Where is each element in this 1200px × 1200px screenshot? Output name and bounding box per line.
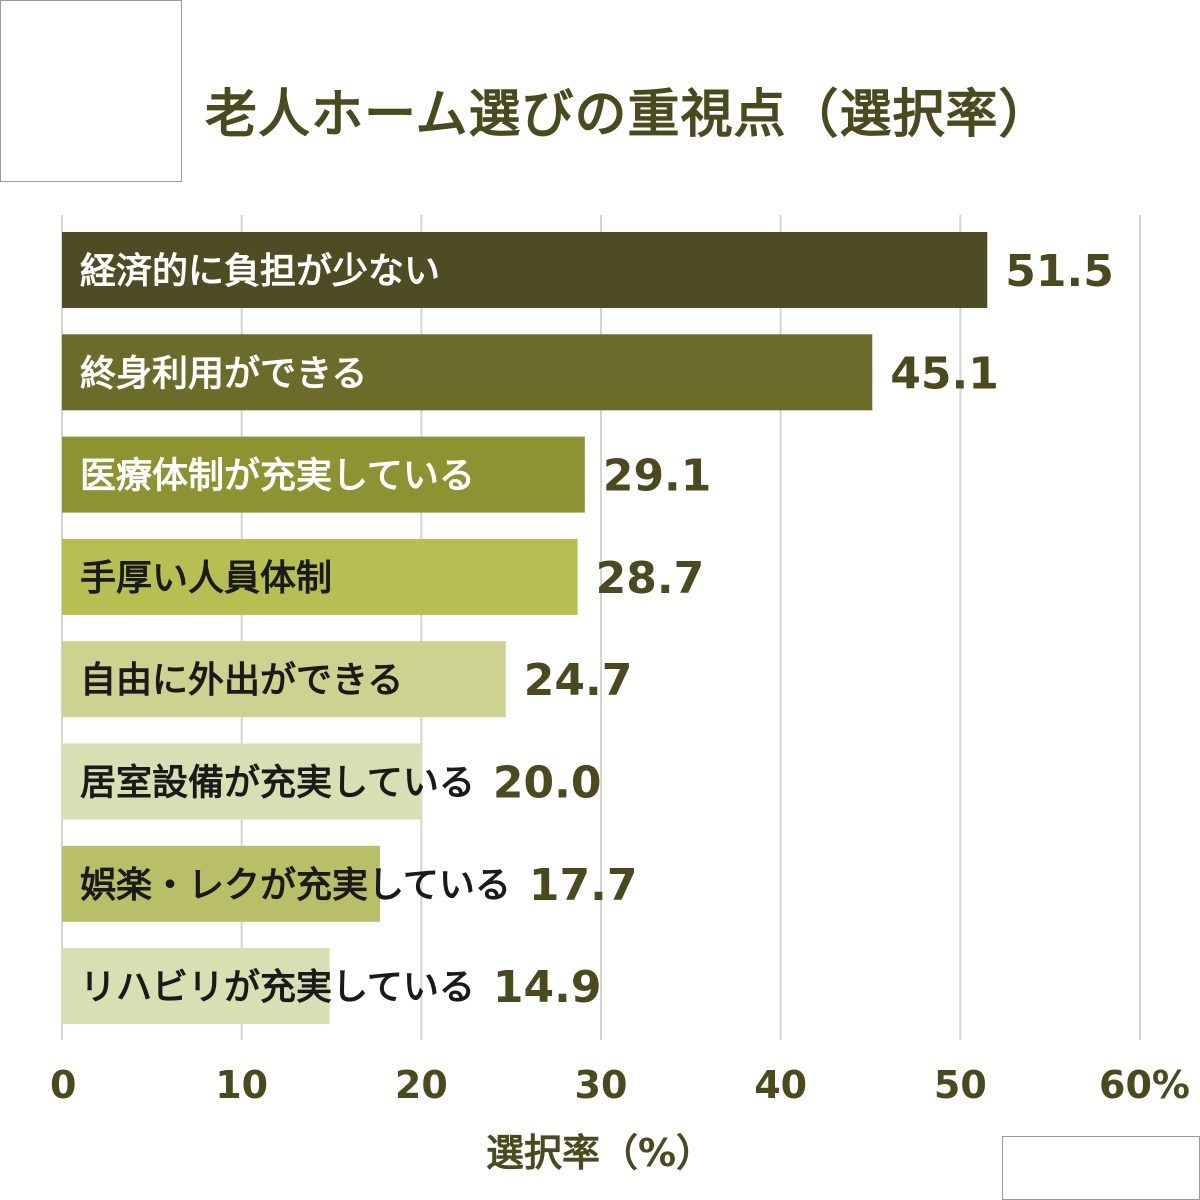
value-label: 45.1 <box>890 348 999 399</box>
x-tick-label: 0 <box>50 1063 76 1107</box>
x-tick-label: 10 <box>215 1063 268 1107</box>
bar <box>62 641 506 718</box>
category-label: 医療体制が充実している <box>80 456 475 497</box>
category-label: リハビリが充実している <box>80 967 475 1008</box>
logo-placeholder <box>0 0 182 182</box>
category-label: 居室設備が充実している <box>80 763 475 804</box>
bar <box>62 538 578 615</box>
value-label: 20.0 <box>493 758 602 809</box>
corner-placeholder <box>1002 1136 1200 1200</box>
value-label: 17.7 <box>529 860 638 911</box>
x-tick-label: 40 <box>754 1063 807 1107</box>
bar <box>62 436 585 513</box>
category-label: 経済的に負担が少ない <box>80 251 440 292</box>
bar <box>62 743 422 820</box>
bar <box>62 232 988 308</box>
value-label: 14.9 <box>493 962 602 1013</box>
bar <box>62 334 873 411</box>
chart-title: 老人ホーム選びの重視点（選択率） <box>205 85 1052 145</box>
category-label: 自由に外出ができる <box>80 660 403 701</box>
value-label: 51.5 <box>1005 246 1114 297</box>
value-label: 28.7 <box>596 553 705 604</box>
x-tick-label: 60% <box>1099 1063 1190 1107</box>
x-axis-label: 選択率（%） <box>485 1131 715 1175</box>
value-label: 24.7 <box>524 655 633 706</box>
x-tick-label: 30 <box>575 1063 628 1107</box>
bar <box>62 845 381 922</box>
bar <box>62 948 330 1025</box>
x-tick-label: 20 <box>395 1063 448 1107</box>
value-label: 29.1 <box>603 451 712 502</box>
category-label: 終身利用ができる <box>80 353 367 394</box>
category-label: 娯楽・レクが充実している <box>80 865 511 906</box>
x-tick-label: 50 <box>934 1063 987 1107</box>
category-label: 手厚い人員体制 <box>80 558 332 599</box>
